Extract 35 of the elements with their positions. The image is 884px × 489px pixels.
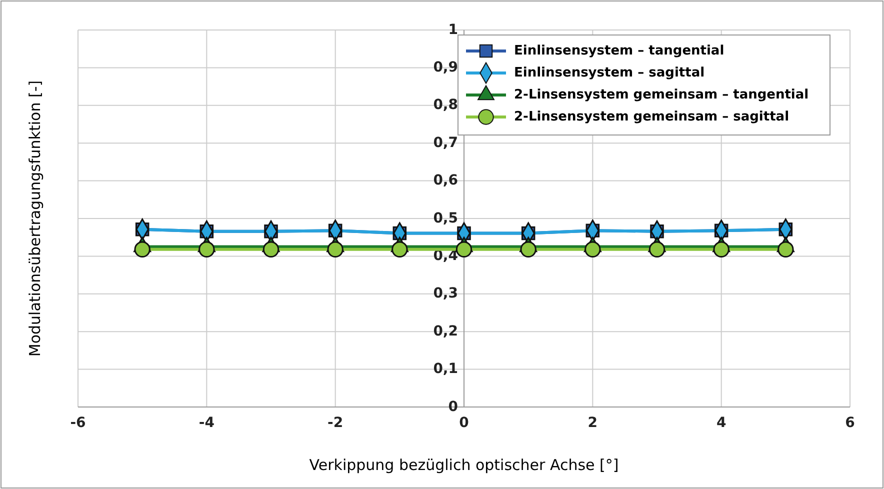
legend-label: Einlinsensystem – tangential [514,44,724,59]
legend-label: Einlinsensystem – sagittal [514,66,705,81]
y-tick-label: 0 [448,398,458,415]
point [262,241,280,258]
point [584,241,601,258]
y-tick-label: 0,2 [433,323,458,340]
y-tick-label: 0,4 [433,248,458,264]
y-tick-label: 0,8 [433,97,458,114]
point [134,241,150,258]
point [392,241,408,258]
y-tick-label: 0,3 [433,286,458,302]
point [648,241,666,258]
point [778,241,794,258]
x-tick-label: 4 [716,414,726,431]
y-tick-label: 0,7 [433,134,458,151]
legend-label: 2-Linsensystem gemeinsam – tangential [514,88,809,103]
x-tick-label: -4 [198,414,215,431]
y-tick-label: 1 [448,22,458,38]
y-tick-label: 0,5 [433,210,458,226]
x-tick-label: 6 [845,414,855,431]
x-tick-label: 2 [588,414,598,431]
y-tick-label: 0,9 [433,60,458,76]
point [713,241,730,258]
legend-label: 2-Linsensystem gemeinsam – sagittal [514,110,790,125]
x-tick-label: -2 [328,414,344,431]
x-tick-label: 0 [459,414,470,431]
x-axis-title: Verkippung bezüglich optischer Achse [°] [309,456,619,474]
point [520,241,536,258]
point [327,241,344,258]
point [456,241,472,258]
x-tick-label: -6 [70,414,86,431]
y-tick-label: 0,6 [433,172,458,189]
y-tick-label: 0,1 [433,361,458,378]
point [198,241,215,258]
y-axis-title: Modulationsübertragungsfunktion [-] [26,80,44,357]
